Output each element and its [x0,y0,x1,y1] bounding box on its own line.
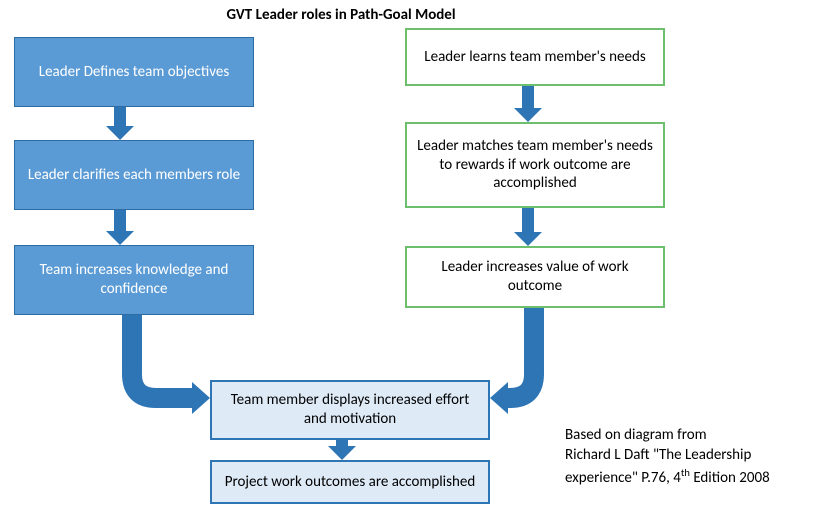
box-team-confidence: Team increases knowledge and confidence [14,245,254,315]
footer-line-3: experience" P.76, 4th Edition 2008 [565,466,825,488]
a-l2 [106,210,134,245]
diagram-title: GVT Leader roles in Path-Goal Model [176,6,506,24]
box-learn-needs: Leader learns team member's needs [405,28,665,86]
a-r2 [514,208,542,246]
a-b [328,440,356,460]
diagram-canvas: GVT Leader roles in Path-Goal Model Lead… [0,0,830,509]
box-match-rewards: Leader matches team member's needs to re… [405,122,665,208]
curve-right [460,308,564,428]
curve-left [102,315,240,428]
box-define-objectives: Leader Defines team objectives [14,37,254,107]
a-l1 [106,107,134,140]
footer-citation: Based on diagram from Richard L Daft "Th… [565,425,825,488]
box-increase-value: Leader increases value of work outcome [405,246,665,308]
box-clarify-roles: Leader clarifies each members role [14,140,254,210]
footer-line-2: Richard L Daft "The Leadership [565,445,825,465]
box-increased-effort: Team member displays increased effort an… [210,380,490,440]
box-outcomes-accomplished: Project work outcomes are accomplished [210,460,490,504]
a-r1 [514,86,542,122]
footer-line-1: Based on diagram from [565,425,825,445]
